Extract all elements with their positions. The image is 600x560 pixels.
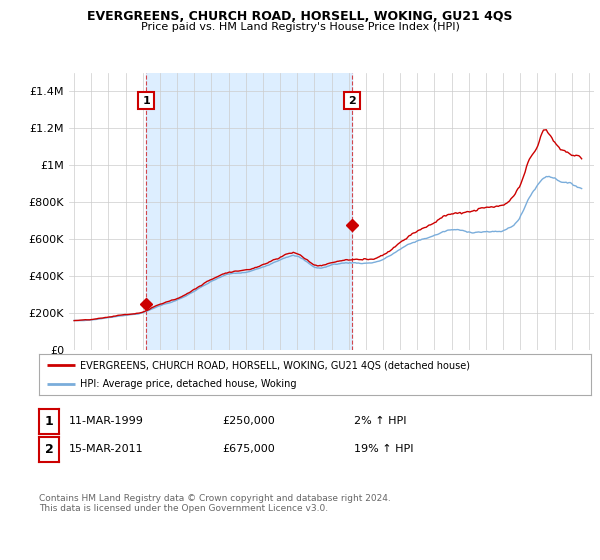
Text: Price paid vs. HM Land Registry's House Price Index (HPI): Price paid vs. HM Land Registry's House … bbox=[140, 22, 460, 32]
Text: EVERGREENS, CHURCH ROAD, HORSELL, WOKING, GU21 4QS (detached house): EVERGREENS, CHURCH ROAD, HORSELL, WOKING… bbox=[80, 361, 470, 370]
Text: 15-MAR-2011: 15-MAR-2011 bbox=[69, 444, 143, 454]
Text: Contains HM Land Registry data © Crown copyright and database right 2024.
This d: Contains HM Land Registry data © Crown c… bbox=[39, 494, 391, 514]
Text: 19% ↑ HPI: 19% ↑ HPI bbox=[354, 444, 413, 454]
Text: 11-MAR-1999: 11-MAR-1999 bbox=[69, 416, 144, 426]
Text: £250,000: £250,000 bbox=[222, 416, 275, 426]
Text: 1: 1 bbox=[44, 415, 53, 428]
Text: 2: 2 bbox=[348, 96, 356, 105]
Text: £675,000: £675,000 bbox=[222, 444, 275, 454]
Text: HPI: Average price, detached house, Woking: HPI: Average price, detached house, Woki… bbox=[80, 379, 297, 389]
Text: 2: 2 bbox=[44, 443, 53, 456]
Text: 2% ↑ HPI: 2% ↑ HPI bbox=[354, 416, 407, 426]
Text: EVERGREENS, CHURCH ROAD, HORSELL, WOKING, GU21 4QS: EVERGREENS, CHURCH ROAD, HORSELL, WOKING… bbox=[87, 10, 513, 23]
Text: 1: 1 bbox=[142, 96, 150, 105]
Bar bbox=[146, 73, 352, 350]
